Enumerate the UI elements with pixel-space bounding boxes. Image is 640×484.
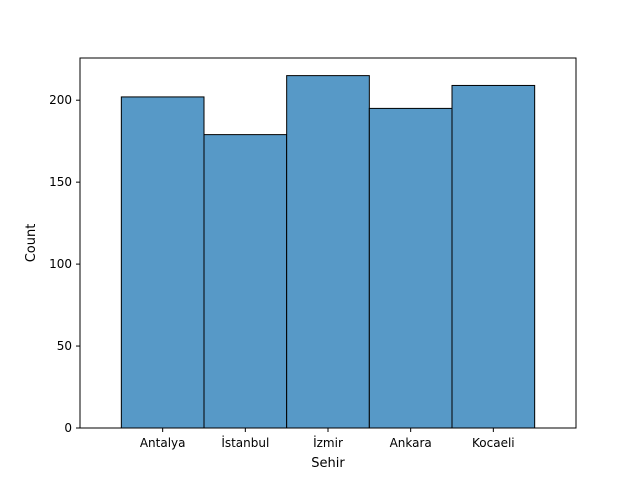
- bar-0: [120, 96, 205, 429]
- bar-4: [451, 84, 536, 429]
- bars-group: [120, 75, 536, 429]
- x-tick-label: İzmir: [313, 435, 343, 450]
- x-axis-label: Sehir: [311, 456, 345, 471]
- x-tick-label: Antalya: [140, 436, 186, 450]
- y-tick-label: 150: [49, 175, 72, 189]
- x-tick-label: Kocaeli: [472, 436, 515, 450]
- x-tick-label: İstanbul: [221, 435, 269, 450]
- y-axis-label: Count: [24, 224, 39, 263]
- y-tick-label: 200: [49, 93, 72, 107]
- x-tick-label: Ankara: [390, 436, 432, 450]
- y-tick-label: 50: [57, 339, 72, 353]
- y-tick-label: 0: [64, 421, 72, 435]
- y-tick-label: 100: [49, 257, 72, 271]
- y-axis-ticks: 0 50 100 150 200: [49, 93, 80, 435]
- bar-2: [286, 75, 370, 429]
- bar-3: [368, 107, 453, 429]
- x-axis-ticks: Antalya İstanbul İzmir Ankara Kocaeli: [140, 428, 515, 450]
- bar-1: [203, 134, 288, 429]
